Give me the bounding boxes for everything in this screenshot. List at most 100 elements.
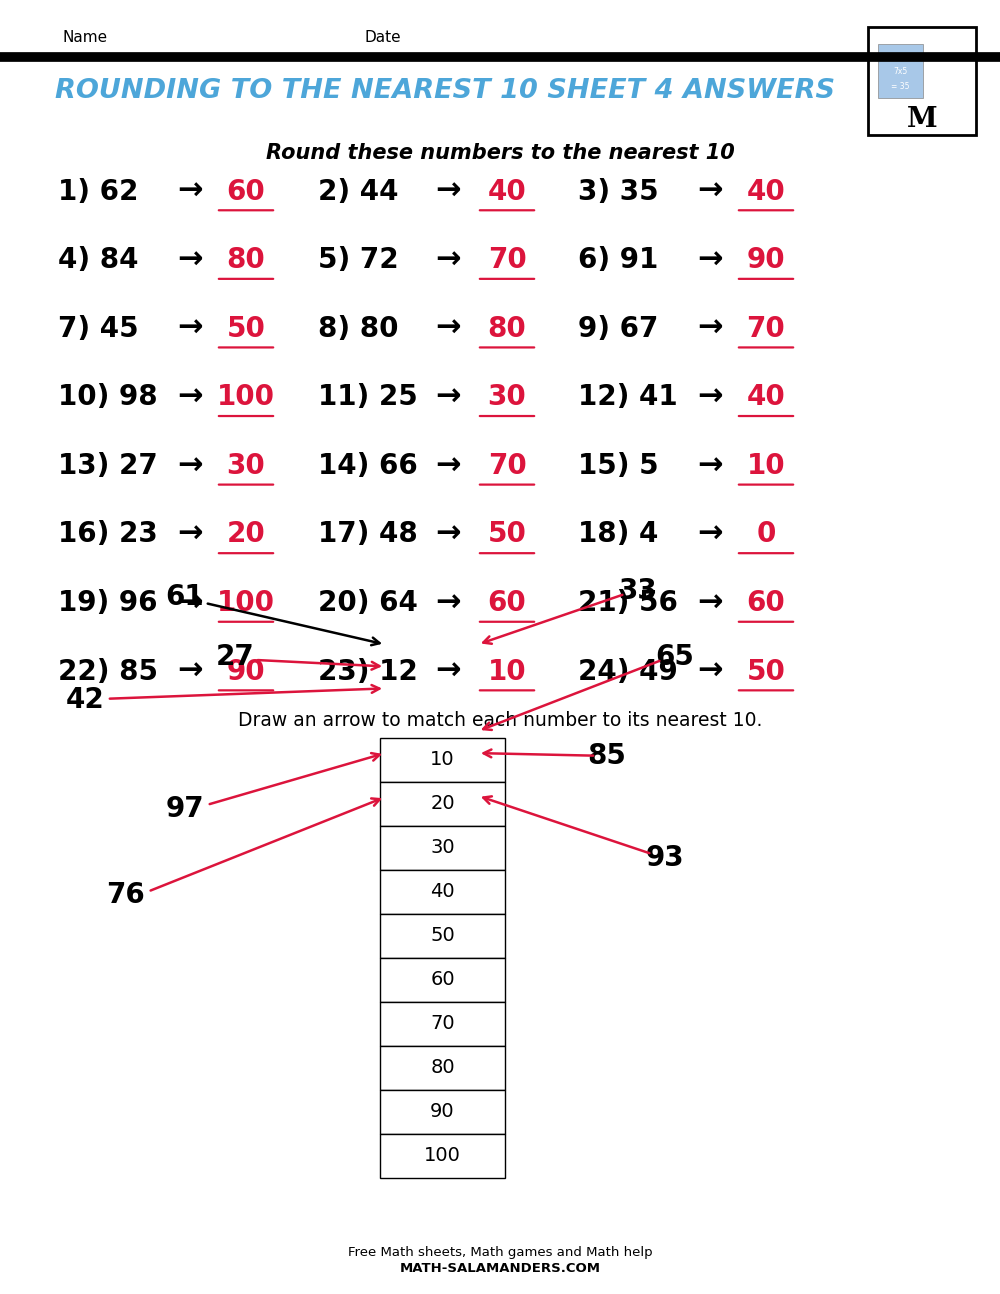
Text: 2) 44: 2) 44 [318, 177, 398, 206]
Text: 93: 93 [646, 844, 684, 872]
Text: Name: Name [62, 30, 107, 45]
Text: 70: 70 [430, 1014, 455, 1033]
Text: 50: 50 [227, 314, 265, 343]
Text: 21) 56: 21) 56 [578, 589, 678, 617]
Text: →: → [177, 383, 203, 411]
FancyBboxPatch shape [868, 27, 976, 135]
Text: 76: 76 [106, 881, 144, 910]
Text: 14) 66: 14) 66 [318, 452, 418, 480]
Text: 60: 60 [488, 589, 526, 617]
Bar [380, 958, 505, 1002]
Text: 85: 85 [588, 741, 626, 770]
Text: 50: 50 [430, 927, 455, 945]
Text: 97: 97 [166, 795, 204, 823]
Bar [380, 826, 505, 870]
Text: 5) 72: 5) 72 [318, 246, 399, 274]
Text: 6) 91: 6) 91 [578, 246, 658, 274]
Bar [380, 1090, 505, 1134]
Bar [380, 1134, 505, 1178]
Text: 4) 84: 4) 84 [58, 246, 138, 274]
Text: →: → [697, 657, 723, 686]
Text: 10: 10 [430, 751, 455, 769]
Text: →: → [435, 452, 461, 480]
Text: 3) 35: 3) 35 [578, 177, 659, 206]
Text: 10) 98: 10) 98 [58, 383, 158, 411]
Text: 80: 80 [488, 314, 526, 343]
Text: 23) 12: 23) 12 [318, 657, 418, 686]
Text: →: → [697, 314, 723, 343]
Text: Round these numbers to the nearest 10: Round these numbers to the nearest 10 [266, 142, 734, 163]
Text: ROUNDING TO THE NEAREST 10 SHEET 4 ANSWERS: ROUNDING TO THE NEAREST 10 SHEET 4 ANSWE… [55, 78, 835, 104]
Text: 60: 60 [430, 970, 455, 989]
Text: 30: 30 [488, 383, 526, 411]
Text: →: → [697, 589, 723, 617]
Text: Date: Date [365, 30, 402, 45]
Text: 8) 80: 8) 80 [318, 314, 398, 343]
Text: →: → [697, 177, 723, 206]
Text: 17) 48: 17) 48 [318, 520, 418, 549]
FancyBboxPatch shape [878, 44, 923, 98]
Text: 70: 70 [747, 314, 785, 343]
Text: 100: 100 [217, 589, 275, 617]
Text: 0: 0 [756, 520, 776, 549]
Text: →: → [177, 452, 203, 480]
Text: →: → [177, 657, 203, 686]
Text: 90: 90 [227, 657, 265, 686]
Text: 20) 64: 20) 64 [318, 589, 418, 617]
Text: 40: 40 [747, 177, 785, 206]
Text: 15) 5: 15) 5 [578, 452, 659, 480]
Text: →: → [435, 657, 461, 686]
Text: MATH-SALAMANDERS.COM: MATH-SALAMANDERS.COM [400, 1262, 600, 1275]
Text: 19) 96: 19) 96 [58, 589, 158, 617]
Text: 40: 40 [488, 177, 526, 206]
Text: 70: 70 [488, 246, 526, 274]
Text: →: → [435, 246, 461, 274]
Text: →: → [177, 177, 203, 206]
Text: 65: 65 [656, 643, 694, 672]
Text: →: → [435, 177, 461, 206]
Text: 90: 90 [747, 246, 785, 274]
Text: 13) 27: 13) 27 [58, 452, 158, 480]
Text: →: → [435, 589, 461, 617]
Text: 70: 70 [488, 452, 526, 480]
Text: Draw an arrow to match each number to its nearest 10.: Draw an arrow to match each number to it… [238, 712, 762, 730]
Text: 33: 33 [619, 577, 657, 606]
Text: 80: 80 [430, 1058, 455, 1077]
Bar [380, 1002, 505, 1046]
Text: 10: 10 [488, 657, 526, 686]
Text: 100: 100 [424, 1146, 461, 1165]
Text: →: → [435, 520, 461, 549]
Text: 100: 100 [217, 383, 275, 411]
Text: →: → [435, 314, 461, 343]
Text: →: → [177, 246, 203, 274]
Text: 12) 41: 12) 41 [578, 383, 678, 411]
Text: 60: 60 [227, 177, 265, 206]
Bar [380, 782, 505, 826]
Text: 60: 60 [747, 589, 785, 617]
Text: = 35: = 35 [891, 83, 909, 91]
Text: Free Math sheets, Math games and Math help: Free Math sheets, Math games and Math he… [348, 1246, 652, 1259]
Text: 42: 42 [66, 686, 104, 714]
Text: →: → [177, 314, 203, 343]
Text: 90: 90 [430, 1102, 455, 1121]
Text: 30: 30 [430, 839, 455, 857]
Text: 20: 20 [430, 795, 455, 813]
Bar [380, 1046, 505, 1090]
Text: 50: 50 [747, 657, 785, 686]
Text: 27: 27 [216, 643, 254, 672]
Text: 61: 61 [166, 584, 204, 611]
Text: 10: 10 [747, 452, 785, 480]
Text: 7) 45: 7) 45 [58, 314, 139, 343]
Bar [380, 738, 505, 782]
Text: →: → [177, 589, 203, 617]
Text: →: → [697, 452, 723, 480]
Text: 7x5: 7x5 [893, 67, 907, 75]
Bar [380, 870, 505, 914]
Text: 30: 30 [227, 452, 265, 480]
Text: 16) 23: 16) 23 [58, 520, 158, 549]
Text: 9) 67: 9) 67 [578, 314, 658, 343]
Text: →: → [697, 520, 723, 549]
Text: M: M [907, 106, 937, 132]
Bar [380, 914, 505, 958]
Text: 40: 40 [747, 383, 785, 411]
